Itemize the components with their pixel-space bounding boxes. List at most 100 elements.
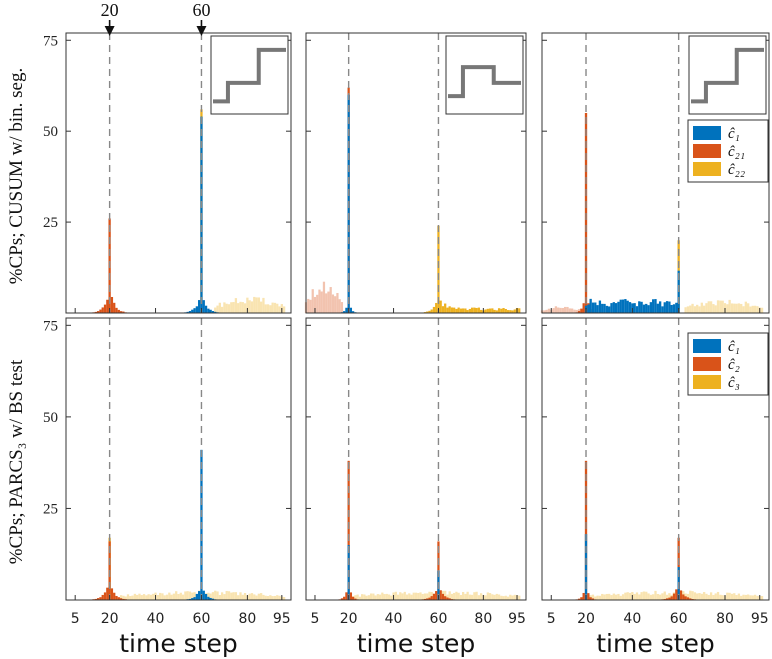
xtick-label-row2-col1-95: 95 <box>273 611 291 627</box>
axes-frame-row2-col1 <box>65 317 292 601</box>
bar-faded-row2-col1-s2-x41 <box>156 594 159 600</box>
bar-faded-row1-col3-s2-x67 <box>693 306 697 313</box>
bar-row1-col1-s1-x17 <box>101 307 104 313</box>
bar-faded-row1-col3-s2-x86 <box>737 303 741 313</box>
legend-label-top-1: ĉ₂₁ <box>728 144 745 160</box>
inset-signal-row1-col1 <box>213 47 286 104</box>
bar-faded-row2-col1-s2-x85 <box>257 593 261 600</box>
bar-row2-col2-s1-x22 <box>352 596 355 600</box>
bar-row1-col2-s2-x87 <box>497 308 501 313</box>
bar-faded-row1-col3-s1-x4 <box>547 308 551 313</box>
bar-faded-row2-col3-s2-x90 <box>746 594 750 600</box>
bar-row2-col2-s1-x59 <box>435 591 438 600</box>
bar-faded-row1-col3-s2-x66 <box>691 303 694 313</box>
panel-row1-col3 <box>540 32 770 314</box>
bar-row2-col2-s1-x64 <box>446 597 449 600</box>
bar-faded-row2-col1-s2-x56 <box>191 592 194 600</box>
bar-row1-col1-s0-x57 <box>193 308 196 313</box>
bar-faded-row2-col2-s2-x68 <box>455 591 458 600</box>
bar-faded-row1-col3-s2-x96 <box>760 307 764 313</box>
bar-row1-col1-s1-x24 <box>117 309 120 313</box>
bar-faded-row1-col1-s2-x83 <box>253 296 256 313</box>
bar-faded-row2-col3-s2-x64 <box>686 593 690 600</box>
bar-faded-row2-col2-s2-x73 <box>466 591 469 600</box>
bar-row1-col2-s2-x77 <box>475 307 478 313</box>
bar-faded-row2-col3-s2-x33 <box>614 594 618 600</box>
bar-row1-col3-s0-x43 <box>638 301 641 313</box>
panel-row2-col1: 25 50 75 5 20 40 60 80 95 time step <box>43 317 292 658</box>
bar-row1-col3-s1-x19 <box>582 303 585 313</box>
changepoint-arrow-head-60 <box>196 26 207 36</box>
bar-faded-row2-col2-s2-x49 <box>412 592 415 600</box>
bar-faded-row2-col2-s2-x31 <box>372 593 375 600</box>
bar-row1-col1-s1-x15 <box>96 311 100 313</box>
bar-faded-row2-col2-s2-x90 <box>504 595 507 600</box>
xtick-label-row2-col1-20: 20 <box>101 611 119 627</box>
bar-row1-col3-s0-x36 <box>621 299 625 313</box>
bar-row1-col2-s2-x94 <box>513 309 516 313</box>
bar-faded-row1-col1-s2-x79 <box>243 303 247 313</box>
bar-row1-col3-s0-x22 <box>589 298 592 313</box>
bar-faded-row1-col1-s2-x66 <box>214 307 217 313</box>
bar-faded-row1-col3-s2-x75 <box>712 304 715 313</box>
bar-faded-row2-col3-s2-x67 <box>693 592 697 600</box>
bar-faded-row1-col1-s2-x80 <box>246 297 249 313</box>
bar-faded-row2-col2-s2-x72 <box>464 593 467 600</box>
bar-faded-row2-col2-s2-x69 <box>457 592 460 600</box>
bar-row2-col2-s1-x62 <box>441 593 445 600</box>
bar-row2-col2-s1-x56 <box>428 597 431 600</box>
bar-row2-col3-s1-x58 <box>672 593 676 600</box>
bar-row1-col3-s0-x51 <box>656 303 659 313</box>
xtick-label-row2-col1-5: 5 <box>71 611 80 627</box>
bar-row1-col2-s2-x71 <box>462 308 465 313</box>
axes-frame-row1-col1 <box>65 32 292 314</box>
bar-row1-col3-s0-x25 <box>596 305 599 313</box>
bar-row1-col3-s0-x57 <box>670 304 673 313</box>
bar-faded-row1-col3-s2-x72 <box>705 303 708 313</box>
bar-row1-col2-s2-x73 <box>466 310 469 313</box>
bar-faded-row1-col3-s2-x92 <box>751 305 754 313</box>
bar-row1-col2-s2-x89 <box>502 308 505 313</box>
xtick-label-row2-col1-80: 80 <box>238 611 256 627</box>
bar-faded-row1-col3-s2-x83 <box>730 303 734 313</box>
bar-faded-row2-col1-s2-x69 <box>220 592 224 600</box>
bar-row1-col2-s2-x91 <box>506 310 510 313</box>
bar-faded-row2-col1-s2-x39 <box>152 593 155 600</box>
bar-faded-row2-col3-s2-x72 <box>705 593 708 600</box>
bar-faded-row2-col1-s2-x75 <box>234 592 238 600</box>
xtick-label-row2-col2-80: 80 <box>474 611 492 627</box>
bar-faded-row2-col2-s2-x57 <box>430 591 433 600</box>
bar-row2-col3-s0-x20 <box>584 534 588 600</box>
bar-faded-row2-col1-s2-x53 <box>184 591 187 600</box>
bar-faded-row1-col1-s2-x90 <box>269 305 272 313</box>
bar-faded-row2-col1-s2-x94 <box>278 595 281 600</box>
bar-faded-row2-col2-s2-x64 <box>446 594 449 600</box>
xtick-label-row2-col2-60: 60 <box>430 611 448 627</box>
bar-faded-row2-col2-s2-x39 <box>390 595 393 600</box>
bar-row1-col2-s2-x79 <box>479 309 483 313</box>
ytick-label-row2-col1-50: 50 <box>43 410 58 426</box>
bar-row1-col3-s0-x34 <box>617 301 620 313</box>
panel-row2-col3: 5 20 40 60 80 95 time step <box>541 317 770 658</box>
bar-row2-col1-s0-x62 <box>204 593 208 600</box>
bar-faded-row2-col2-s2-x87 <box>497 594 501 600</box>
bar-faded-row2-col2-s2-x48 <box>410 594 413 600</box>
ytick-label-row2-col1-25: 25 <box>43 501 58 517</box>
bar-row1-col2-s2-x76 <box>473 307 476 313</box>
bar-faded-row1-col1-s2-x74 <box>232 302 235 313</box>
bar-faded-row1-col1-s2-x84 <box>255 297 258 313</box>
bar-faded-row1-col3-s1-x13 <box>568 308 571 313</box>
bar-faded-row2-col2-s2-x66 <box>450 593 454 600</box>
bar-faded-row2-col2-s2-x96 <box>518 595 521 600</box>
bar-faded-row2-col2-s2-x81 <box>484 595 487 600</box>
bar-faded-row2-col3-s2-x85 <box>735 595 738 600</box>
bar-faded-row2-col2-s2-x94 <box>513 594 516 600</box>
bar-row1-col2-s2-x60 <box>437 225 440 313</box>
bar-row2-col1-s0-x63 <box>207 596 210 600</box>
bar-row1-col2-s2-x57 <box>430 309 433 313</box>
bar-faded-row2-col1-s2-x68 <box>218 594 221 600</box>
bar-row1-col1-s0-x62 <box>204 305 208 313</box>
bar-row1-col3-s0-x35 <box>619 299 622 313</box>
bar-faded-row2-col3-s2-x37 <box>624 592 627 600</box>
